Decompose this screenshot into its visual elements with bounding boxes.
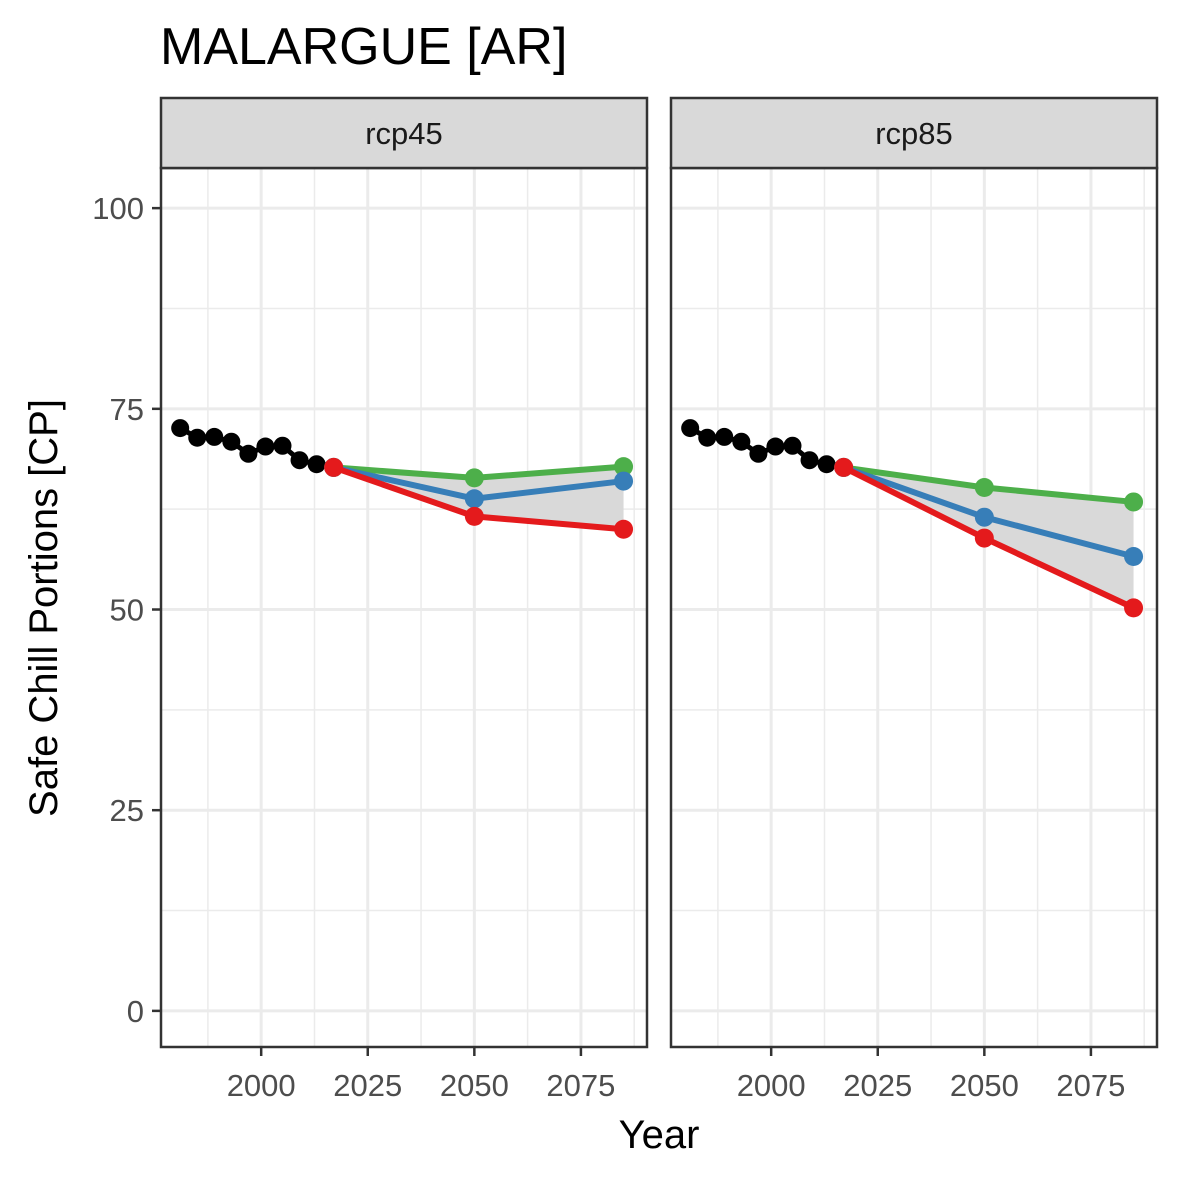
x-axis-rcp45: 2000 2025 2050 2075: [227, 1047, 615, 1103]
series-point-mid: [1124, 547, 1144, 567]
x-tick-label: 2050: [440, 1068, 509, 1103]
facet-strip: [159, 96, 649, 170]
series-point-high: [464, 468, 484, 488]
x-tick-label: 2000: [737, 1068, 806, 1103]
historic-point: [698, 428, 717, 447]
series-point-low: [974, 528, 994, 548]
y-axis-title: Safe Chill Portions [CP]: [22, 399, 66, 817]
facet-strip-label: rcp45: [365, 116, 443, 151]
x-axis-title: Year: [619, 1113, 700, 1157]
x-tick-label: 2075: [546, 1068, 615, 1103]
historic-point: [205, 427, 224, 446]
series-point-high: [614, 457, 634, 477]
x-axis-rcp85: 2000 2025 2050 2075: [737, 1047, 1125, 1103]
facet-strip-label: rcp85: [875, 116, 953, 151]
series-point-low: [464, 506, 484, 526]
historic-point: [290, 451, 309, 470]
panel-rcp85: rcp85: [669, 96, 1159, 1049]
series-point-low: [324, 457, 344, 477]
x-tick-label: 2075: [1056, 1068, 1125, 1103]
historic-point: [239, 444, 258, 463]
series-point-mid: [614, 471, 634, 491]
series-point-low: [834, 457, 854, 477]
x-tick-label: 2025: [333, 1068, 402, 1103]
historic-point: [783, 436, 802, 455]
historic-point: [817, 455, 836, 474]
y-axis: 0 25 50 75 100: [92, 191, 161, 1029]
series-point-high: [974, 477, 994, 497]
historic-point: [222, 432, 241, 451]
historic-point: [171, 419, 190, 438]
y-tick-label: 100: [92, 191, 144, 226]
x-tick-label: 2000: [227, 1068, 296, 1103]
x-tick-label: 2050: [950, 1068, 1019, 1103]
series-point-mid: [464, 489, 484, 509]
y-tick-label: 75: [110, 392, 144, 427]
facet-strip: [669, 96, 1159, 170]
series-point-low: [614, 519, 634, 539]
historic-point: [732, 432, 751, 451]
historic-point: [188, 428, 207, 447]
panel-background: [671, 168, 1157, 1047]
series-point-low: [1124, 598, 1144, 618]
historic-point: [715, 427, 734, 446]
y-tick-label: 0: [127, 994, 144, 1029]
historic-point: [800, 451, 819, 470]
series-point-mid: [974, 507, 994, 527]
historic-point: [681, 419, 700, 438]
historic-point: [749, 444, 768, 463]
historic-point: [307, 455, 326, 474]
panel-rcp45: rcp45: [159, 96, 649, 1049]
x-tick-label: 2025: [843, 1068, 912, 1103]
series-point-high: [1124, 492, 1144, 512]
y-tick-label: 50: [110, 593, 144, 628]
panel-background: [161, 168, 647, 1047]
chart-title: MALARGUE [AR]: [160, 18, 567, 76]
historic-point: [766, 437, 785, 456]
historic-point: [273, 436, 292, 455]
historic-point: [256, 437, 275, 456]
y-tick-label: 25: [110, 793, 144, 828]
